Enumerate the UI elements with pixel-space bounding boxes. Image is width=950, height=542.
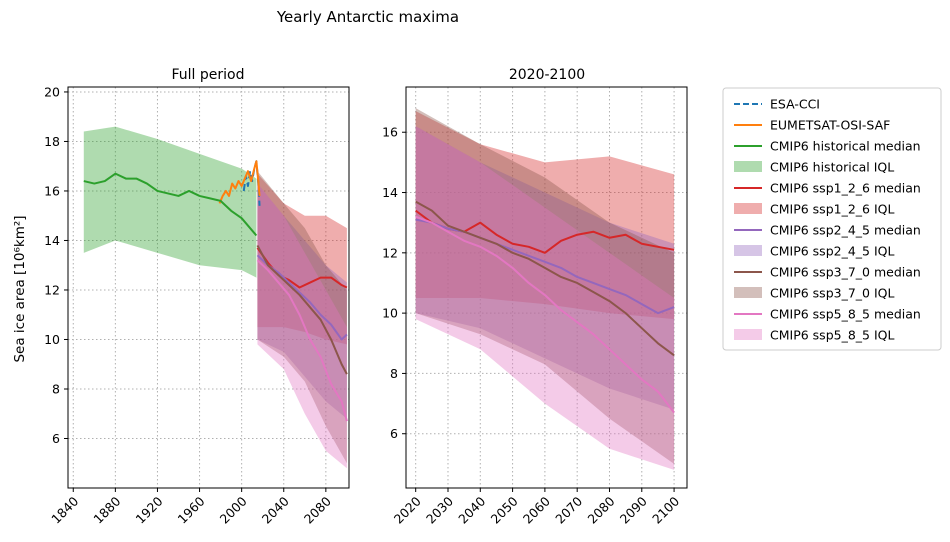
legend-entry-cmip6-ssp2-4-5-median: CMIP6 ssp2_4_5 median	[734, 223, 921, 238]
x-tick-label: 2030	[423, 493, 456, 526]
panel-2020-2100: 2020-2100 2020 2030 2040 2050 2060 2070 2080 20…	[382, 67, 688, 527]
band-cmip6-ssp3-7-0-iql	[415, 108, 675, 464]
x-tick-label: 2040	[455, 493, 488, 526]
plot-area-full-period: 1840 1880 1920 1960 2000 2040 2080 6 8 10 12 14 16 18…	[44, 84, 350, 527]
y-tick-label: 16	[382, 125, 398, 140]
x-tick-label: 2060	[520, 493, 553, 526]
band-cmip6-ssp1-2-6-iql	[257, 173, 347, 345]
legend-swatch	[734, 161, 762, 172]
band-cmip6-ssp1-2-6-iql	[415, 111, 675, 320]
y-tick-label: 10	[382, 306, 398, 321]
legend-label: CMIP6 ssp1_2_6 IQL	[770, 202, 894, 217]
y-tick-label: 8	[52, 381, 60, 396]
band-cmip6-ssp2-4-5-iql	[257, 183, 347, 419]
legend-entry-cmip6-ssp5-8-5-iql: CMIP6 ssp5_8_5 IQL	[734, 328, 894, 343]
legend-label: CMIP6 historical median	[770, 139, 921, 154]
legend-label: CMIP6 ssp5_8_5 median	[770, 307, 921, 322]
axes-frame-2020-2100	[405, 86, 688, 489]
y-tick-label: 10	[44, 332, 60, 347]
legend: ESA-CCI EUMETSAT-OSI-SAF CMIP6 historical …	[722, 87, 942, 351]
legend-entry-esa-cci: ESA-CCI	[734, 97, 820, 112]
legend-label: CMIP6 ssp3_7_0 IQL	[770, 286, 894, 301]
x-tick-label: 2020	[391, 493, 424, 526]
axes-frame-full-period	[67, 86, 350, 489]
x-tick-label: 2050	[488, 493, 521, 526]
x-tick-label: 2040	[259, 493, 292, 526]
x-tick-label: 2070	[552, 493, 585, 526]
plot-area-2020-2100: 2020 2030 2040 2050 2060 2070 2080 2090 2100 6 8 10…	[382, 86, 688, 527]
legend-entry-cmip6-historical-iql: CMIP6 historical IQL	[734, 160, 894, 175]
line-cmip6-ssp3-7-0-median	[415, 200, 675, 357]
panel-2020-2100-title: 2020-2100	[509, 67, 585, 83]
legend-entry-cmip6-ssp3-7-0-iql: CMIP6 ssp3_7_0 IQL	[734, 286, 894, 301]
band-cmip6-historical-iql	[83, 126, 257, 278]
panel-full-period: Full period Sea ice area [10⁶km²] 1840 18…	[12, 67, 350, 527]
legend-swatch	[734, 203, 762, 214]
legend-label: CMIP6 ssp2_4_5 IQL	[770, 244, 894, 259]
x-tick-label: 1920	[132, 493, 165, 526]
y-tick-label: 12	[44, 282, 60, 297]
legend-swatch	[734, 287, 762, 298]
legend-label: CMIP6 ssp3_7_0 median	[770, 265, 921, 280]
x-tick-label: 2000	[217, 493, 250, 526]
legend-entry-cmip6-historical-median: CMIP6 historical median	[734, 139, 921, 154]
y-axis-label: Sea ice area [10⁶km²]	[12, 215, 28, 362]
x-tick-label: 1880	[90, 493, 123, 526]
legend-entry-cmip6-ssp3-7-0-median: CMIP6 ssp3_7_0 median	[734, 265, 921, 280]
y-tick-label: 18	[44, 134, 60, 149]
legend-entry-cmip6-ssp2-4-5-iql: CMIP6 ssp2_4_5 IQL	[734, 244, 894, 259]
y-tick-label: 12	[382, 245, 398, 260]
y-tick-label: 20	[44, 84, 60, 99]
x-tick-label: 2080	[301, 493, 334, 526]
line-cmip6-ssp5-8-5-median	[415, 215, 675, 414]
panel-full-period-title: Full period	[172, 67, 245, 83]
legend-label: CMIP6 ssp1_2_6 median	[770, 181, 921, 196]
x-tick-label: 2100	[649, 493, 682, 526]
legend-entry-cmip6-ssp5-8-5-median: CMIP6 ssp5_8_5 median	[734, 307, 921, 322]
legend-label: CMIP6 ssp5_8_5 IQL	[770, 328, 894, 343]
band-cmip6-ssp5-8-5-iql	[415, 126, 675, 470]
y-tick-label: 6	[52, 431, 60, 446]
y-tick-label: 14	[44, 233, 60, 248]
x-tick-label: 1840	[48, 493, 81, 526]
x-tick-label: 2090	[617, 493, 650, 526]
line-cmip6-historical-median	[83, 172, 258, 237]
y-tick-label: 8	[390, 366, 398, 381]
legend-swatch	[734, 245, 762, 256]
line-eumetsat-osi-saf	[218, 160, 261, 204]
y-tick-label: 14	[382, 185, 398, 200]
legend-entry-cmip6-ssp1-2-6-median: CMIP6 ssp1_2_6 median	[734, 181, 921, 196]
y-tick-label: 16	[44, 183, 60, 198]
x-tick-label: 1960	[175, 493, 208, 526]
legend-label: CMIP6 ssp2_4_5 median	[770, 223, 921, 238]
y-tick-label: 6	[390, 426, 398, 441]
x-tick-label: 2080	[585, 493, 618, 526]
figure-title: Yearly Antarctic maxima	[276, 8, 459, 26]
legend-label: ESA-CCI	[770, 97, 820, 112]
line-esa-cci	[242, 160, 261, 206]
legend-entry-eumetsat-osi-saf: EUMETSAT-OSI-SAF	[734, 118, 890, 133]
line-cmip6-ssp3-7-0-median	[256, 244, 348, 375]
legend-frame	[722, 87, 942, 351]
legend-label: EUMETSAT-OSI-SAF	[770, 118, 890, 133]
legend-label: CMIP6 historical IQL	[770, 160, 894, 175]
band-cmip6-ssp3-7-0-iql	[257, 171, 347, 464]
legend-entry-cmip6-ssp1-2-6-iql: CMIP6 ssp1_2_6 IQL	[734, 202, 894, 217]
band-cmip6-ssp5-8-5-iql	[257, 183, 347, 469]
line-cmip6-ssp5-8-5-median	[256, 259, 348, 422]
legend-swatch	[734, 329, 762, 340]
